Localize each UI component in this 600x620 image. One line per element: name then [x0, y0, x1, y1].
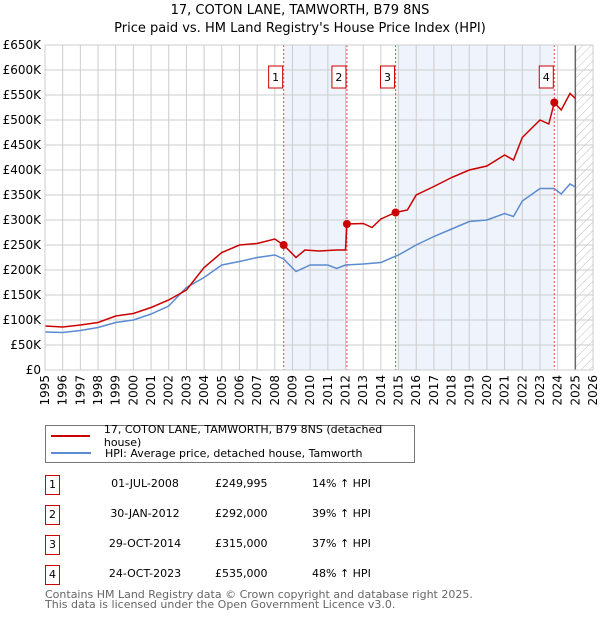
sale-marker-label: 3 — [384, 71, 391, 84]
y-tick-label: £50K — [10, 338, 42, 352]
sale-marker-box — [331, 65, 347, 89]
y-tick-label: £150K — [3, 288, 43, 302]
sale-point — [550, 98, 559, 107]
sale-point — [342, 220, 351, 228]
y-tick-label: £400K — [3, 163, 43, 177]
legend-label: HPI: Average price, detached house, Tamw… — [105, 446, 363, 460]
y-tick-label: £0 — [26, 363, 41, 377]
y-tick-label: £600K — [3, 63, 43, 77]
y-tick-label: £450K — [3, 138, 43, 152]
sale-marker-label: 4 — [543, 71, 550, 84]
y-tick-label: £500K — [3, 113, 43, 127]
sale-date: 29-OCT-2014 — [108, 537, 182, 550]
x-tick-label: 2018 — [445, 375, 459, 406]
sale-row: 4 24-OCT-2023 £535,000 48% ↑ HPI — [45, 565, 465, 585]
footer-line: This data is licensed under the Open Gov… — [45, 598, 396, 611]
x-tick-label: 2013 — [356, 375, 370, 406]
x-tick-label: 2015 — [392, 375, 406, 406]
shaded-period — [395, 45, 555, 370]
x-tick-label: 1997 — [73, 375, 87, 406]
footer: Contains HM Land Registry data © Crown c… — [45, 588, 473, 611]
x-tick-label: 2022 — [515, 375, 529, 406]
sale-marker-box — [268, 65, 284, 89]
x-tick-label: 1996 — [56, 375, 70, 406]
y-tick-label: £650K — [3, 38, 43, 52]
footer-line: Contains HM Land Registry data © Crown c… — [45, 588, 473, 601]
x-tick-label: 2023 — [533, 375, 547, 406]
x-tick-label: 2004 — [197, 375, 211, 406]
legend-label: 17, COTON LANE, TAMWORTH, B79 8NS (detac… — [103, 423, 383, 449]
sale-price: £315,000 — [215, 537, 268, 550]
x-tick-label: 2019 — [462, 375, 476, 406]
x-tick-label: 1995 — [38, 375, 52, 406]
x-tick-label: 2006 — [232, 375, 246, 406]
x-tick-label: 2026 — [586, 375, 600, 406]
x-tick-label: 2002 — [162, 375, 176, 406]
y-tick-label: £200K — [3, 263, 43, 277]
x-tick-label: 2021 — [498, 375, 512, 406]
legend-item-hpi: HPI: Average price, detached house, Tamw… — [46, 445, 363, 461]
x-tick-label: 2017 — [427, 375, 441, 406]
sale-marker-box — [538, 65, 554, 89]
sale-marker-box — [380, 65, 396, 89]
x-tick-label: 2003 — [179, 375, 193, 406]
sale-price: £535,000 — [215, 567, 268, 580]
sale-row: 1 01-JUL-2008 £249,995 14% ↑ HPI — [45, 475, 465, 495]
sale-hpi-change: 37% ↑ HPI — [312, 537, 371, 550]
sale-marker-label: 2 — [335, 71, 342, 84]
sale-price: £249,995 — [215, 477, 268, 490]
y-tick-label: £300K — [3, 213, 43, 227]
series-line-hpi — [44, 183, 576, 334]
x-tick-label: 2014 — [374, 375, 388, 406]
x-tick-label: 2007 — [250, 375, 264, 406]
sale-hpi-change: 39% ↑ HPI — [312, 507, 371, 520]
y-tick-label: £250K — [3, 238, 43, 252]
future-hatch — [575, 45, 593, 370]
x-tick-label: 2010 — [303, 375, 317, 406]
shaded-period — [283, 45, 347, 370]
x-tick-label: 2008 — [268, 375, 282, 406]
x-tick-label: 2012 — [339, 375, 353, 406]
x-tick-label: 2000 — [126, 375, 140, 406]
sale-price: £292,000 — [215, 507, 268, 520]
y-tick-label: £550K — [3, 88, 43, 102]
sale-date: 24-OCT-2023 — [108, 567, 182, 580]
sale-number: 4 — [45, 565, 60, 585]
sale-date: 01-JUL-2008 — [111, 477, 179, 490]
x-tick-label: 2020 — [480, 375, 494, 406]
price-chart: 17, COTON LANE, TAMWORTH, B79 8NS Price … — [3, 3, 600, 406]
sale-point — [279, 241, 288, 250]
sale-row: 2 30-JAN-2012 £292,000 39% ↑ HPI — [45, 505, 465, 525]
sale-hpi-change: 14% ↑ HPI — [312, 477, 371, 490]
plot-border — [44, 44, 594, 371]
chart-title: 17, COTON LANE, TAMWORTH, B79 8NS — [171, 3, 430, 18]
x-tick-label: 2025 — [568, 375, 582, 406]
sale-row: 3 29-OCT-2014 £315,000 37% ↑ HPI — [45, 535, 465, 555]
x-tick-label: 2011 — [321, 375, 335, 406]
sale-date: 30-JAN-2012 — [110, 507, 180, 520]
sale-number: 3 — [45, 535, 60, 555]
x-tick-label: 2001 — [144, 375, 158, 406]
sale-marker-label: 1 — [272, 71, 279, 84]
x-tick-label: 2005 — [215, 375, 229, 406]
y-tick-label: £100K — [3, 313, 43, 327]
chart-subtitle: Price paid vs. HM Land Registry's House … — [114, 21, 486, 36]
legend-swatch — [51, 435, 90, 437]
x-tick-label: 2016 — [409, 375, 423, 406]
sale-number: 1 — [45, 475, 60, 495]
sale-point — [391, 208, 400, 217]
legend: 17, COTON LANE, TAMWORTH, B79 8NS (detac… — [45, 423, 415, 463]
legend-item-property: 17, COTON LANE, TAMWORTH, B79 8NS (detac… — [46, 423, 414, 449]
x-tick-label: 2024 — [551, 375, 565, 406]
legend-swatch — [51, 452, 91, 454]
x-tick-label: 1999 — [109, 375, 123, 406]
x-tick-label: 1998 — [91, 375, 105, 406]
sale-hpi-change: 48% ↑ HPI — [312, 567, 371, 580]
x-tick-label: 2009 — [285, 375, 299, 406]
series-line-property — [44, 92, 576, 328]
sale-number: 2 — [45, 505, 60, 525]
y-tick-label: £350K — [3, 188, 43, 202]
